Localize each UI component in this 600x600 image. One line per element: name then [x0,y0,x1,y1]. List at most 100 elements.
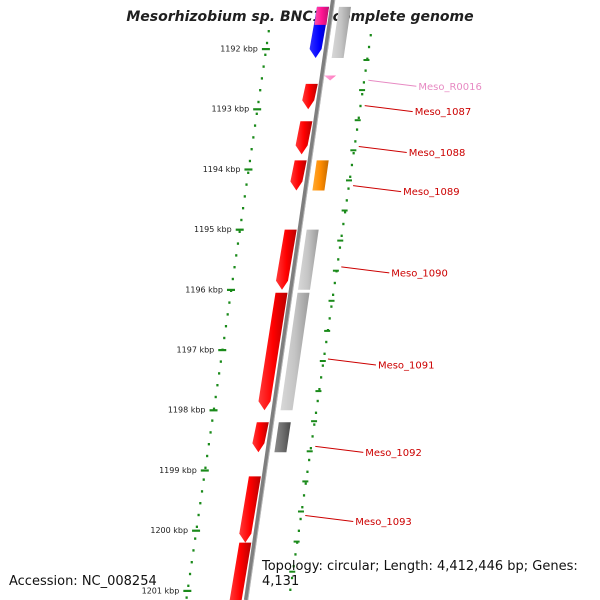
inner-scale-dot [255,112,258,115]
outer-scale-dot [292,565,295,568]
outer-scale-tick [328,299,335,302]
label-leader-line [305,515,354,523]
gene-arrow-meso_1088[interactable] [295,121,313,155]
scale-tick [235,228,244,231]
page-title: Mesorhizobium sp. BNC1, complete genome [126,9,474,25]
inner-scale-dot [235,254,238,257]
outer-scale-dot [333,281,336,285]
inner-scale-dot [209,431,212,434]
outer-scale-dot [302,494,306,497]
scale-tick-label: 1201 kbp [142,586,180,595]
scale-tick-label: 1196 kbp [185,285,223,294]
backbone-layer [243,0,336,600]
inner-scale-dot [250,148,253,151]
inner-scale-dot [195,525,198,528]
gene-arrow-meso_1091[interactable] [280,292,310,411]
outer-scale-dot [299,517,302,521]
outer-scale-dot [369,34,372,37]
gene-label-meso_1088[interactable]: Meso_1088 [409,148,466,159]
outer-scale-dot [352,152,355,155]
scale-layer: 1192 kbp 1193 kbp 1194 kbp 1195 kbp 1196 kbp… [142,30,372,599]
gene-label-meso_1091[interactable]: Meso_1091 [378,361,435,372]
label-leader-line [327,358,377,366]
label-leader-line [353,185,402,193]
outer-scale-tick [359,89,366,92]
outer-scale-dot [330,305,333,308]
gene-arrow-meso_1092a[interactable] [252,422,269,453]
outer-scale-tick [297,510,304,513]
outer-scale-tick [345,179,352,182]
scale-tick-label: 1193 kbp [211,105,249,114]
gene-label-meso_1089[interactable]: Meso_1089 [403,187,460,198]
scale-tick-label: 1195 kbp [194,225,232,234]
inner-scale-dot [231,277,234,281]
outer-scale-tick [293,540,300,543]
genome-backbone [243,0,336,600]
outer-scale-dot [314,411,318,414]
outer-scale-dot [297,529,300,532]
outer-scale-tick [306,450,313,453]
inner-scale-dot [211,419,214,422]
inner-scale-dot [214,395,217,399]
gene-label-meso_1087[interactable]: Meso_1087 [415,107,472,118]
outer-scale-dot [357,116,360,119]
gene-arrow-meso_1089[interactable] [312,160,329,191]
inner-scale-dot [236,242,240,245]
features-layer [229,6,351,600]
inner-scale-dot [212,407,216,410]
gene-arrow-meso_1093[interactable] [239,476,261,543]
outer-scale-tick [332,269,339,272]
outer-scale-dot [362,81,366,84]
outer-scale-tick [363,59,370,61]
outer-scale-dot [342,222,345,226]
inner-scale-dot [248,159,252,163]
gene-arrow-meso_1094[interactable] [229,542,252,600]
outer-scale-dot [320,376,323,379]
outer-scale-dot [350,163,354,167]
inner-scale-dot [187,584,190,587]
outer-scale-dot [321,364,324,367]
outer-scale-dot [325,340,328,344]
scale-tick [218,349,227,352]
inner-scale-dot [260,77,264,80]
inner-scale-dot [257,100,260,104]
outer-scale-dot [306,470,309,473]
gene-arrow-meso_1086b[interactable] [331,6,351,58]
outer-scale-dot [308,458,311,462]
gene-arrow-meso_1090[interactable] [298,229,319,290]
inner-scale-dot [190,561,193,564]
outer-scale-dot [311,435,314,438]
inner-scale-dot [223,336,226,340]
inner-scale-dot [224,325,228,328]
gene-arrow-meso_1090a[interactable] [276,229,297,290]
outer-scale-dot [316,399,319,403]
gene-arrow-meso_1092[interactable] [274,422,291,453]
gene-label-meso_1090[interactable]: Meso_1090 [391,268,448,279]
outer-scale-tick [337,239,344,242]
inner-scale-dot [253,124,257,127]
gene-label-meso_r0016[interactable]: Meso_R0016 [418,82,482,93]
outer-scale-tick [354,119,361,122]
inner-scale-dot [252,136,255,139]
gene-arrow-meso_1086c[interactable] [314,6,329,25]
label-leader-line [364,105,413,113]
label-leader-line [358,146,407,154]
inner-scale-dot [226,313,229,316]
gene-label-meso_1092[interactable]: Meso_1092 [365,448,422,459]
scale-tick-label: 1199 kbp [159,466,197,475]
outer-scale-dot [318,388,321,391]
gene-arrow-meso_1091a[interactable] [258,292,288,411]
outer-scale-dot [294,553,297,556]
inner-scale-dot [243,195,246,198]
inner-scale-dot [241,207,245,210]
outer-scale-dot [347,187,350,190]
scale-tick [253,108,262,111]
outer-scale-tick [319,360,326,362]
outer-scale-dot [301,506,304,509]
gene-arrow-meso_r0016[interactable] [324,75,337,81]
inner-scale-dot [262,65,265,68]
gene-arrow-meso_1089a[interactable] [290,160,307,191]
outer-scale-dot [332,293,335,296]
gene-arrow-meso_1087[interactable] [302,83,318,110]
gene-label-meso_1093[interactable]: Meso_1093 [355,517,412,528]
